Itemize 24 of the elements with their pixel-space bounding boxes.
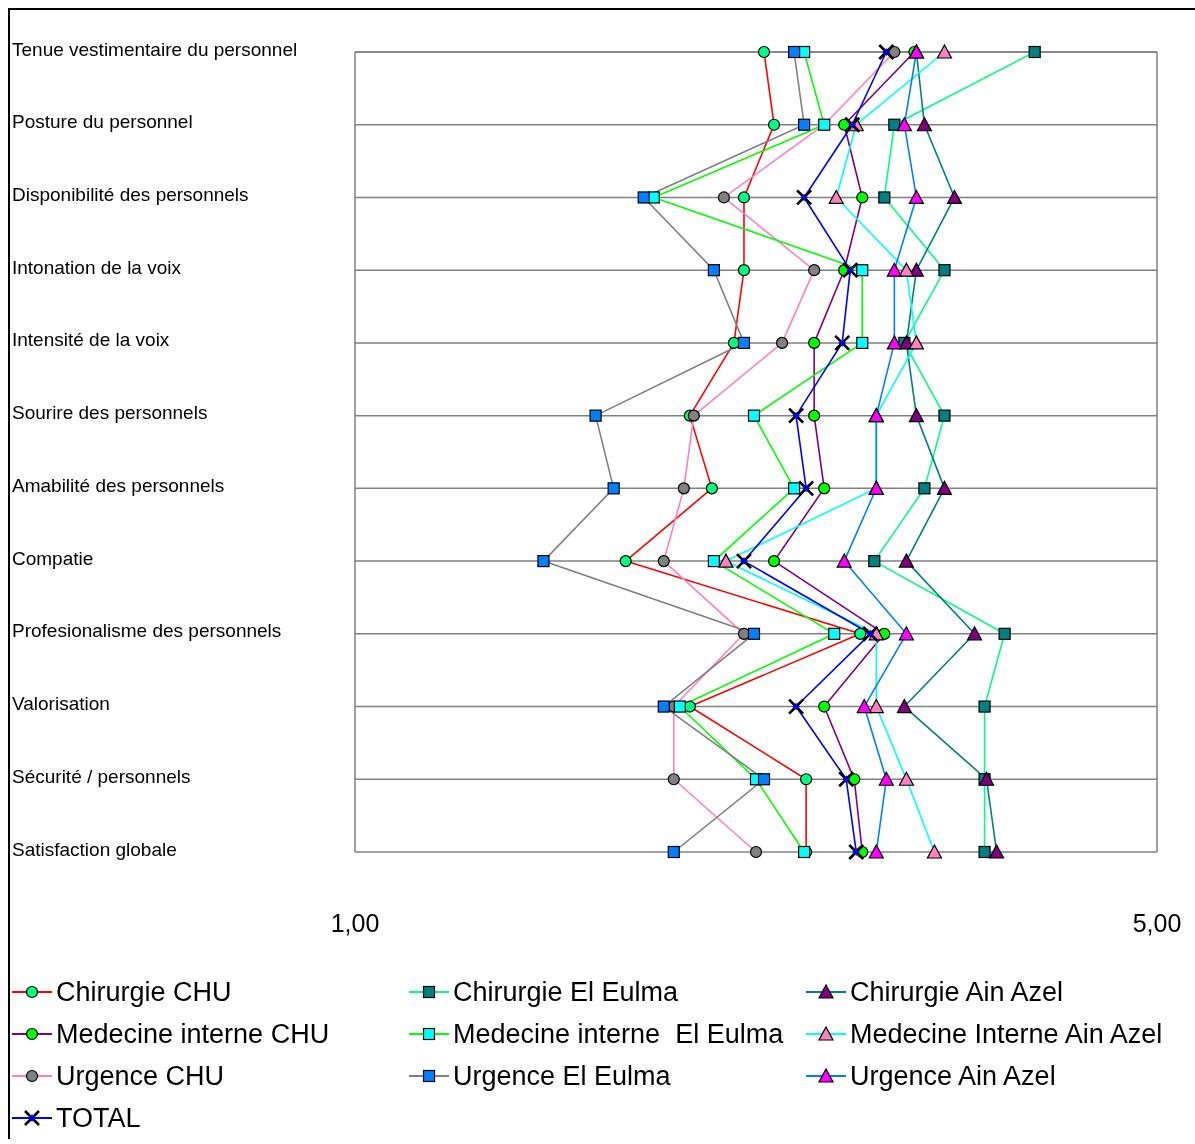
y-tick-label: Amabilité des personnels [12, 474, 225, 496]
legend-label: Urgence El Eulma [453, 1060, 671, 1092]
legend-label: Medecine Interne Ain Azel [850, 1018, 1163, 1050]
y-tick-label: Sécurité / personnels [12, 765, 191, 787]
legend-label: Chirurgie Ain Azel [850, 976, 1064, 1008]
y-tick-label: Compatie [12, 547, 94, 569]
x-tick-label: 1,00 [330, 908, 380, 937]
y-tick-label: Satisfaction globale [12, 838, 177, 860]
y-tick-label: Intonation de la voix [12, 256, 182, 278]
legend-label: Medecine interne CHU [56, 1018, 330, 1050]
legend-label: Urgence Ain Azel [850, 1060, 1056, 1092]
y-tick-label: Tenue vestimentaire du personnel [12, 38, 298, 60]
y-tick-label: Intensité de la voix [12, 329, 170, 351]
y-tick-label: Valorisation [12, 693, 110, 715]
legend-label: TOTAL [56, 1102, 141, 1134]
y-tick-label: Profesionalisme des personnels [12, 620, 282, 642]
y-tick-label: Posture du personnel [12, 111, 193, 133]
legend-label: Urgence CHU [56, 1060, 225, 1092]
legend-label: Chirurgie CHU [56, 976, 232, 1008]
y-tick-label: Sourire des personnels [12, 402, 208, 424]
legend-label: Chirurgie El Eulma [453, 976, 679, 1008]
y-tick-label: Disponibilité des personnels [12, 183, 249, 205]
x-tick-label: 5,00 [1132, 908, 1182, 937]
legend-label: Medecine interne El Eulma [453, 1018, 784, 1050]
